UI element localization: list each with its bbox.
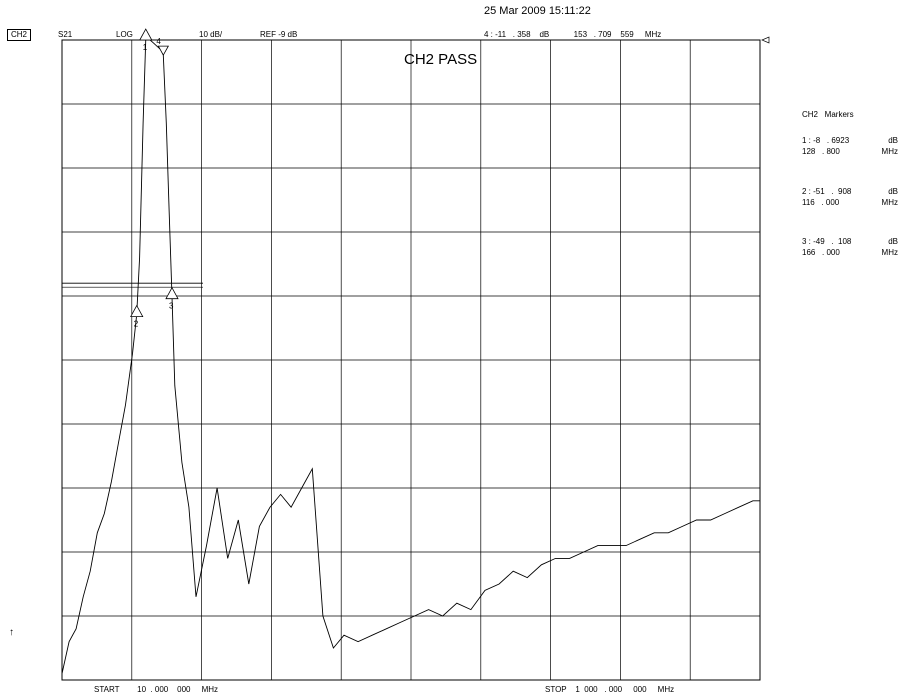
marker-2-readout: 2 : -51 . 908 dB 116 . 000 MHz <box>802 186 898 208</box>
marker-1-icon <box>139 28 153 41</box>
marker-4-icon <box>157 45 170 56</box>
trace-line <box>61 37 760 674</box>
scale-per-division: 10 dB/ <box>199 30 223 39</box>
marker-3-freq: 166 . 000 <box>802 248 840 257</box>
marker-1-freq: 128 . 800 <box>802 147 840 156</box>
marker-1-freq-unit: MHz <box>881 147 898 156</box>
marker-3-label: 3 <box>169 302 174 311</box>
markers-panel-title: CH2 Markers <box>802 110 854 119</box>
marker-2-freq: 116 . 000 <box>802 198 840 207</box>
pass-status: CH2 PASS <box>404 51 478 68</box>
channel-indicator: CH2 <box>7 29 32 41</box>
marker-3-value: 3 : -49 . 108 <box>802 237 852 246</box>
marker-2-label: 2 <box>134 320 139 329</box>
marker-2-icon <box>130 304 144 318</box>
marker-3-freq-unit: MHz <box>881 248 898 257</box>
marker-1-db-unit: dB <box>888 136 898 145</box>
marker-1-label: 1 <box>143 43 148 52</box>
marker-4-label: 4 <box>156 37 161 46</box>
marker-3-readout: 3 : -49 . 108 dB 166 . 000 MHz <box>802 236 898 258</box>
cursor-arrow-icon: ↑ <box>9 627 14 638</box>
timestamp: 25 Mar 2009 15:11:22 <box>484 5 591 17</box>
reference-position-icon <box>761 36 770 44</box>
marker-3-icon <box>165 286 179 300</box>
active-marker-readout: 4 : -11 . 358 dB 153 . 709 559 MHz <box>484 30 662 39</box>
marker-2-value: 2 : -51 . 908 <box>802 187 852 196</box>
measurement-parameter: S21 <box>58 30 73 39</box>
stop-frequency: STOP 1 000 . 000 000 MHz <box>545 685 675 694</box>
start-frequency: START 10 . 000 000 MHz <box>94 685 219 694</box>
marker-1-readout: 1 : -8 . 6923 dB 128 . 800 MHz <box>802 135 898 157</box>
reference-level: REF -9 dB <box>260 30 298 39</box>
marker-2-db-unit: dB <box>888 187 898 196</box>
marker-1-value: 1 : -8 . 6923 <box>802 136 850 145</box>
marker-3-db-unit: dB <box>888 237 898 246</box>
display-format: LOG <box>116 30 133 39</box>
marker-2-freq-unit: MHz <box>881 198 898 207</box>
